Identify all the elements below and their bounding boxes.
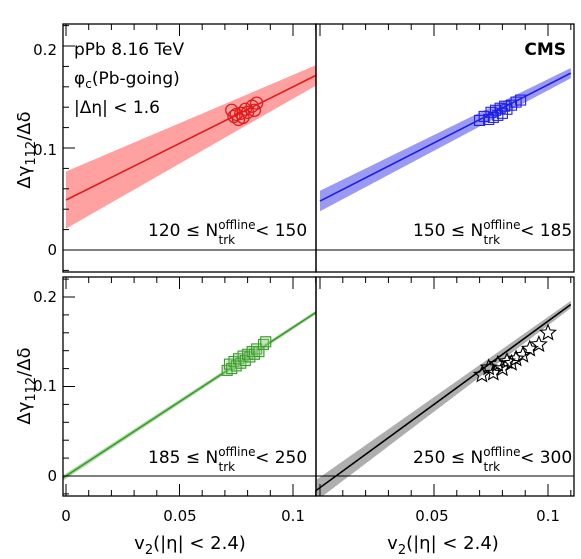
fit-line-top-right [319,72,572,202]
data-points-bottom-left [221,336,272,376]
ytick-label-0-top: 0 [47,241,57,259]
panel-bottom-left: 0.2 0.1 0 0 0.05 0.1 185 ≤ Noffline trk < … [33,276,317,525]
frame-top-right [315,23,575,273]
fit-line-bottom-left [63,311,316,479]
ytick-label-0.1-top: 0.1 [33,141,57,159]
eta-cut-label: |Δη| < 1.6 [74,98,160,118]
ytick-label-0.2-bottom: 0.2 [33,288,57,306]
frame-bottom-right [315,276,575,497]
data-point [257,338,270,350]
ytick-label-0.2-top: 0.2 [33,41,57,59]
x-axis-title-right: v2(|η| < 2.4) [387,533,499,558]
data-point [250,96,264,110]
panel-top-left: 0.2 0.1 0 pPb 8.16 TeV φc(Pb-going) |Δη|… [33,23,317,273]
panel-bottom-right: 0.05 0.1 250 ≤ Noffline trk < 300 [315,276,575,525]
ticks-bottom-left [63,277,317,496]
data-point [499,100,511,112]
ticks-top-right [319,24,572,36]
fit-band-top-left [66,65,316,229]
data-point [225,103,239,117]
y-axis-title-top: Δγ112/Δδ [14,111,39,188]
fit-band-top-right [320,68,571,212]
x-axis-title-left: v2(|η| < 2.4) [134,533,246,558]
data-point [488,354,507,372]
data-point [236,110,250,125]
mult-label-120-150: 120 ≤ Noffline trk < 150 [148,218,307,247]
fit-line-top-left [65,74,316,201]
data-points-top-right [474,94,527,127]
data-point [513,345,532,363]
data-point [260,336,272,348]
data-point [238,102,252,116]
xtick-label-0.05-left: 0.05 [163,507,196,525]
mult-label-185-250: 185 ≤ Noffline trk < 250 [148,445,307,474]
xtick-label-0-left: 0 [61,507,71,525]
data-points-bottom-right [472,323,557,383]
fit-band-bottom-right [316,300,571,496]
data-point [247,103,262,117]
data-points-top-left [225,96,264,127]
data-point [507,349,526,367]
ytick-label-0-bottom: 0 [47,467,57,485]
ticks-bottom-right [319,277,572,496]
data-point [502,353,521,371]
cms-label: CMS [524,40,566,60]
y-axis-title-bottom: Δγ112/Δδ [14,347,39,424]
observable-label: φc(Pb-going) [74,69,180,91]
data-point [529,334,548,353]
mult-label-150-185: 150 ≤ Noffline trk < 185 [413,218,572,247]
mult-label-250-300: 250 ≤ Noffline trk < 300 [413,445,572,474]
xtick-label-0.1-left: 0.1 [281,507,305,525]
data-point [515,94,527,106]
ticks-top-left [63,24,317,271]
fit-line-bottom-right [316,303,572,492]
data-point [539,323,557,341]
collision-label: pPb 8.16 TeV [74,40,184,60]
xtick-label-0.1-right: 0.1 [536,507,560,525]
xtick-label-0.05-right: 0.05 [415,507,448,525]
ytick-label-0.1-bottom: 0.1 [33,377,57,395]
